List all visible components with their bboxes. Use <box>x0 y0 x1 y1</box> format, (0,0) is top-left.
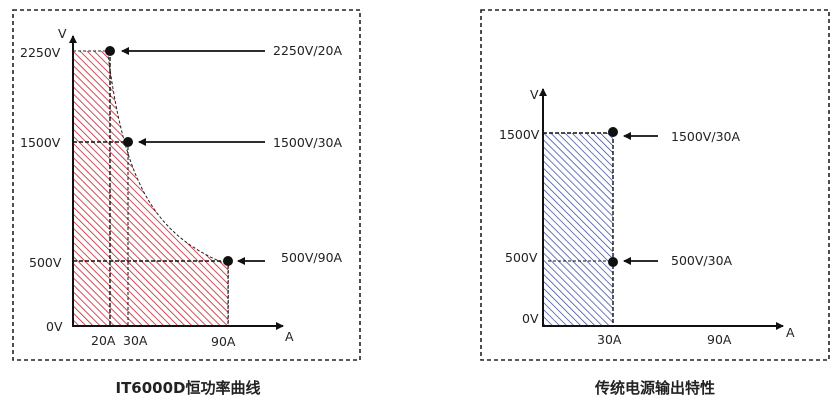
right-panel-border <box>480 9 830 361</box>
y-tick-500v: 500V <box>29 255 62 270</box>
annotation-500v-90a: 500V/90A <box>281 250 343 265</box>
constant-power-diagram: V A 2250V 1500V 500V 0V 20A 30A 90A 2250… <box>12 9 361 397</box>
x-tick-90a: 90A <box>211 334 236 349</box>
y-tick-1500v: 1500V <box>499 127 540 142</box>
right-caption: 传统电源输出特性 <box>594 379 715 397</box>
y-tick-1500v: 1500V <box>20 135 61 150</box>
point-1500v-30a <box>608 127 618 137</box>
point-500v-90a <box>223 256 233 266</box>
left-caption: IT6000D恒功率曲线 <box>115 379 260 397</box>
annotation-2250v-20a: 2250V/20A <box>273 43 342 58</box>
annotation-500v-30a: 500V/30A <box>671 253 733 268</box>
x-tick-30a: 30A <box>123 333 148 348</box>
x-tick-90a: 90A <box>707 332 732 347</box>
point-2250v-20a <box>105 46 115 56</box>
left-panel-border <box>12 9 361 361</box>
x-axis-label: A <box>285 329 294 344</box>
x-tick-30a: 30A <box>597 332 622 347</box>
x-axis-label: A <box>786 325 795 340</box>
y-axis-label: V <box>58 26 67 41</box>
constant-power-area <box>72 50 229 327</box>
y-tick-500v: 500V <box>505 250 538 265</box>
traditional-supply-diagram: V A 1500V 500V 0V 30A 90A 1500V/30A 500V… <box>480 9 830 397</box>
y-tick-0v: 0V <box>522 311 539 326</box>
x-tick-20a: 20A <box>91 333 116 348</box>
y-tick-0v: 0V <box>46 319 63 334</box>
y-tick-2250v: 2250V <box>20 45 61 60</box>
annotation-1500v-30a: 1500V/30A <box>273 135 342 150</box>
traditional-output-area <box>543 133 613 326</box>
point-500v-30a <box>608 257 618 267</box>
point-1500v-30a <box>123 137 133 147</box>
annotation-1500v-30a: 1500V/30A <box>671 129 740 144</box>
y-axis-label: V <box>530 87 539 102</box>
